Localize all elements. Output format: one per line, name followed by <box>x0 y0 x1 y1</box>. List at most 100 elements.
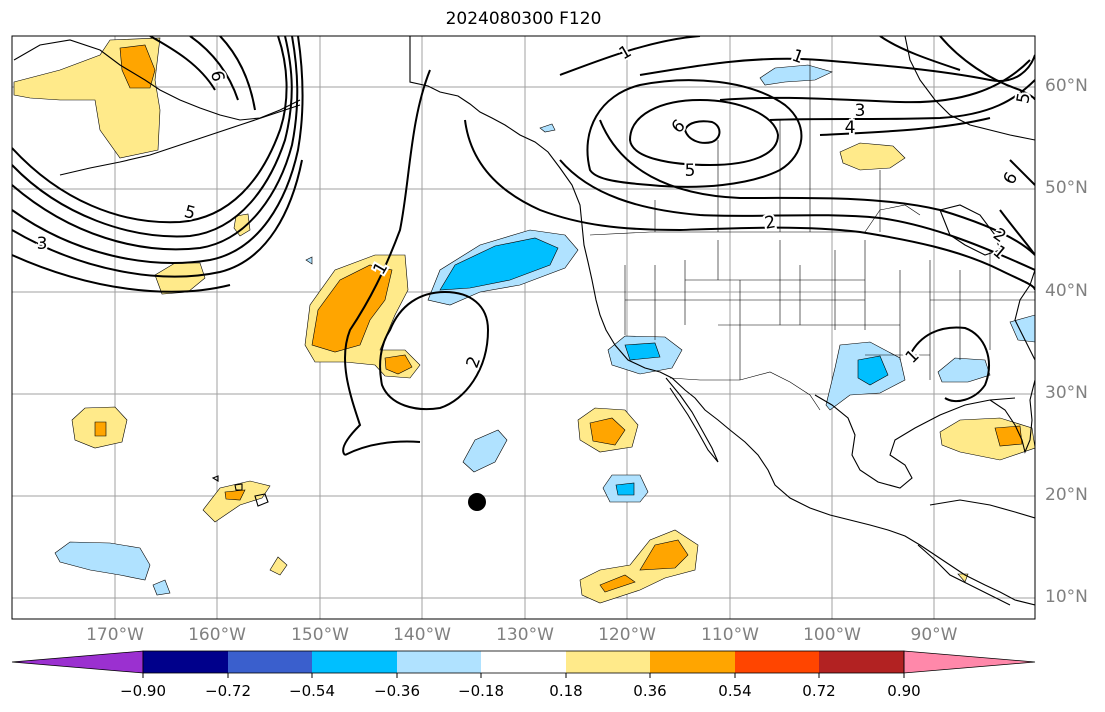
contour-low-5 <box>586 79 803 188</box>
longitude-label: 100°W <box>803 625 861 645</box>
anomaly-region-southeast-blue <box>937 357 991 383</box>
florida-coast <box>989 379 1035 454</box>
storm-marker <box>468 493 486 511</box>
alaska-coast <box>409 36 1035 606</box>
contour-lines <box>12 36 1035 456</box>
political-borders <box>409 36 1035 411</box>
colorbar-tick-label: 0.18 <box>549 682 583 700</box>
contour-north-2 <box>639 54 1035 82</box>
anomaly-core-baja-blue <box>615 482 635 496</box>
graticule <box>12 36 1035 619</box>
hawaii-islands <box>211 475 269 507</box>
contour-east-edge <box>1009 159 1035 186</box>
great-lakes <box>939 204 1001 256</box>
contour-label: 2 <box>463 354 485 371</box>
colorbar-box <box>735 651 819 673</box>
colorbar-under-extension <box>11 650 144 674</box>
contour-north-1 <box>559 36 701 76</box>
contour-label: 1 <box>616 41 635 64</box>
colorbar-tick-label: 0.36 <box>633 682 667 700</box>
anomaly-region-pacific-tiny <box>305 256 313 265</box>
colorbar-tick-label: −0.54 <box>289 682 335 700</box>
contour-label: 6 <box>206 69 228 83</box>
latitude-label: 60°N <box>1045 76 1088 96</box>
latitude-label: 10°N <box>1045 587 1088 607</box>
anomaly-region-midpacific-1 <box>154 262 206 295</box>
contour-north-5 <box>819 117 991 136</box>
longitude-label: 160°W <box>188 625 246 645</box>
anomaly-region-hawaii <box>202 480 271 523</box>
contour-left-2 <box>12 36 293 238</box>
colorbar-tick-label: −0.90 <box>120 682 166 700</box>
colorbar-tick-label: −0.18 <box>458 682 504 700</box>
longitude-label: 170°W <box>86 625 144 645</box>
colorbar-tick-label: 0.72 <box>802 682 836 700</box>
anomaly-region-bc-blue <box>539 123 556 133</box>
latitude-label: 20°N <box>1045 485 1088 505</box>
contour-2-outer <box>344 440 421 456</box>
negative-anomaly-regions <box>54 64 1035 596</box>
colorbar-outline <box>142 650 905 674</box>
longitude-label: 140°W <box>393 625 451 645</box>
latitude-label: 50°N <box>1045 178 1088 198</box>
anomaly-core-hawaii-north <box>94 421 107 437</box>
anomaly-core-northeast-pacific-2 <box>384 354 413 375</box>
contour-left-3 <box>12 36 299 251</box>
anomaly-core-hawaii <box>224 489 246 501</box>
colorbar-over-extension <box>903 650 1036 674</box>
coastlines <box>13 36 1035 606</box>
map-frame <box>11 35 1036 620</box>
contour-left-6 <box>12 254 231 293</box>
contour-label: 6 <box>999 169 1022 188</box>
anomaly-region-hawaii-west-blue <box>54 541 151 581</box>
contour-label: 3 <box>855 101 866 121</box>
contour-north-4 <box>769 79 1035 121</box>
longitude-label: 130°W <box>496 625 554 645</box>
map-title: 2024080300 F120 <box>445 9 602 29</box>
contour-label: 5 <box>1013 91 1035 105</box>
contour-low-6-inner <box>683 120 721 144</box>
us-mexico-border <box>669 371 821 411</box>
hudson-coast <box>904 36 1035 141</box>
contour-left-inner-1 <box>149 36 216 91</box>
contour-label: 3 <box>37 234 48 254</box>
anomaly-core-northeast-pacific <box>311 264 393 353</box>
contour-ne-1 <box>939 36 1035 101</box>
longitude-label: 120°W <box>598 625 656 645</box>
anomaly-region-east-blue <box>1009 314 1035 343</box>
contour-left-5 <box>12 159 303 278</box>
us-canada-border <box>589 204 921 236</box>
contour-label: 5 <box>685 161 696 181</box>
anomaly-core-florida <box>994 425 1023 447</box>
longitude-label: 150°W <box>291 625 349 645</box>
anomaly-region-south-hawaii <box>269 556 288 576</box>
anomaly-core-bering <box>119 44 156 89</box>
anomaly-region-gulf-alaska-small <box>233 213 251 237</box>
central-america-coast <box>917 544 1011 606</box>
contour-label: 5 <box>182 202 198 224</box>
colorbar-box <box>650 651 735 673</box>
contour-east-2 <box>559 159 1035 271</box>
anomaly-region-hawaii-ne-blue <box>462 429 508 473</box>
contour-left-inner-3 <box>219 36 256 111</box>
colorbar-tick-label: −0.72 <box>205 682 251 700</box>
anomaly-core-socal-blue <box>624 342 661 361</box>
contour-ne-2 <box>879 36 961 71</box>
positive-anomaly-regions <box>13 37 1035 604</box>
east-coast <box>1014 269 1035 361</box>
colorbar-tick-label: 0.54 <box>718 682 752 700</box>
aleutian-chain <box>59 104 301 176</box>
colorbar <box>11 650 1036 678</box>
gulf-coast <box>814 394 1016 489</box>
contour-west-trough <box>342 69 431 456</box>
contour-left-outer <box>12 36 288 224</box>
baja-coast <box>665 377 719 463</box>
bering-coast <box>13 39 301 121</box>
cuba-coast <box>929 499 1035 519</box>
contour-north-3 <box>719 59 1031 104</box>
anomaly-core-texas-blue <box>857 355 889 386</box>
colorbar-box <box>312 651 397 673</box>
anomaly-region-canada-blue <box>759 64 833 86</box>
contour-left-4 <box>12 36 304 264</box>
